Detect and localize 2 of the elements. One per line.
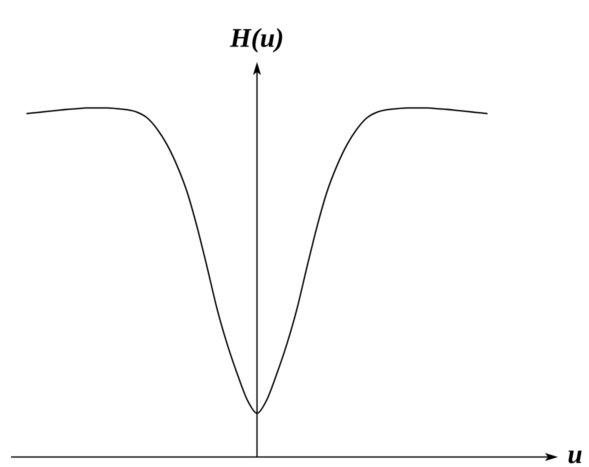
- x-axis-title: u: [568, 450, 582, 464]
- y-axis-title: H(u): [230, 28, 282, 52]
